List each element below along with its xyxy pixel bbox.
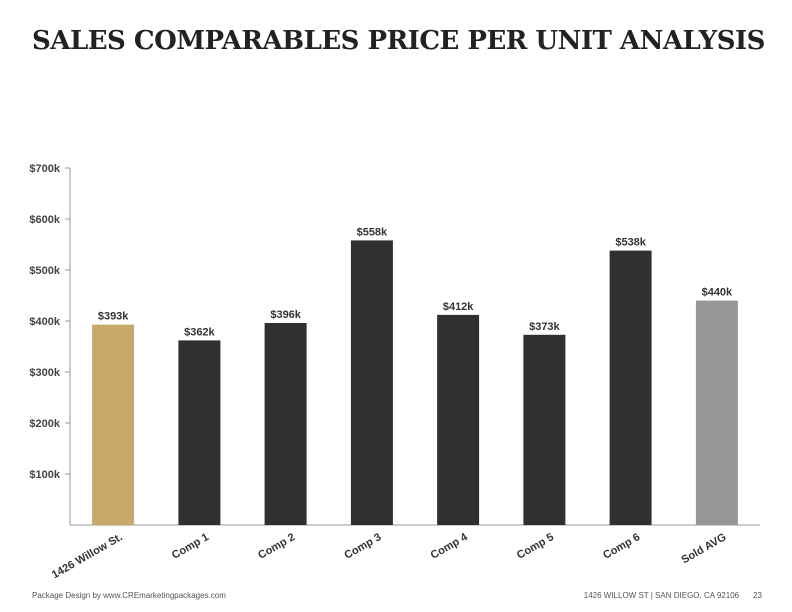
- bar-comp-6: [609, 250, 652, 525]
- x-tick-label: Comp 5: [515, 531, 556, 562]
- y-tick-label: $500k: [29, 265, 60, 277]
- bar-comp-4: [437, 314, 480, 525]
- bar-sold-avg: [695, 300, 738, 525]
- bar-comp-5: [523, 334, 566, 525]
- data-label: $558k: [357, 226, 388, 238]
- y-tick-label: $600k: [29, 214, 60, 226]
- x-tick-label: Comp 1: [170, 531, 211, 562]
- x-tick-label: Comp 2: [256, 531, 297, 562]
- bar-comp-1: [178, 340, 221, 525]
- chart-bars: [92, 240, 738, 525]
- data-label: $538k: [615, 237, 646, 249]
- footer-address: 1426 WILLOW ST | SAN DIEGO, CA 92106: [583, 591, 740, 600]
- x-tick-label: Sold AVG: [680, 531, 729, 566]
- page-title: SALES COMPARABLES PRICE PER UNIT ANALYSI…: [32, 26, 765, 56]
- bar-1426-willow-st: [92, 324, 135, 525]
- data-label: $393k: [98, 311, 129, 323]
- data-label: $373k: [529, 321, 560, 333]
- y-tick-label: $200k: [29, 418, 60, 430]
- y-tick-label: $400k: [29, 316, 60, 328]
- footer-address-block: 1426 WILLOW ST | SAN DIEGO, CA 92106 23: [584, 591, 762, 600]
- data-label: $362k: [184, 326, 215, 338]
- page-number: 23: [753, 591, 762, 600]
- bar-comp-3: [350, 240, 393, 525]
- x-tick-label: Comp 3: [342, 531, 383, 562]
- y-tick-label: $700k: [29, 163, 60, 175]
- bar-comp-2: [264, 323, 307, 525]
- data-label: $440k: [702, 287, 733, 299]
- x-tick-label: Comp 4: [429, 531, 471, 562]
- y-tick-label: $300k: [29, 367, 60, 379]
- data-label: $396k: [270, 309, 301, 321]
- footer-credit: Package Design by www.CREmarketingpackag…: [32, 591, 226, 600]
- data-label: $412k: [443, 301, 474, 313]
- x-tick-label: 1426 Willow St.: [50, 531, 125, 581]
- y-tick-label: $100k: [29, 469, 60, 481]
- x-tick-label: Comp 6: [601, 531, 642, 562]
